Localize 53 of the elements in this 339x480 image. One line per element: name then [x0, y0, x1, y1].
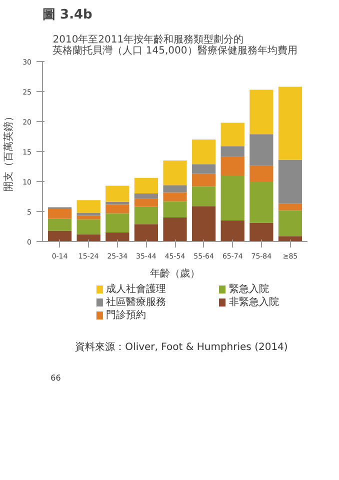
bar — [192, 140, 216, 164]
bar — [250, 182, 274, 223]
bar — [134, 198, 158, 207]
bar — [76, 200, 100, 213]
bar — [192, 164, 216, 174]
bar — [250, 90, 274, 134]
bar — [220, 220, 244, 242]
x-axis-title: 年齡（歲） — [150, 268, 200, 280]
bar — [278, 210, 302, 236]
bar — [220, 146, 244, 157]
bar — [106, 186, 130, 202]
chart-title: 2010年至2011年按年齡和服務類型劃分的英格蘭托貝灣（人口 145,000）醫療保健服務年均費用 — [52, 34, 298, 56]
source-note: 資料來源：Oliver, Foot & Humphries (2014) — [75, 341, 288, 353]
bar — [192, 174, 216, 186]
bar — [250, 134, 274, 166]
bar — [192, 206, 216, 242]
chart-subtitle: 圖 3.4b — [42, 8, 92, 22]
text: 66 — [50, 374, 61, 382]
legend-label: 門診預約 — [106, 309, 146, 321]
bar — [163, 201, 187, 218]
bar — [134, 224, 158, 242]
bar — [220, 156, 244, 176]
legend-label: 非緊急入院 — [228, 296, 279, 308]
legend-label: 成人社會護理 — [106, 283, 166, 295]
y-axis-title: 開支（百萬英鎊） — [2, 112, 15, 192]
legend-label: 緊急入院 — [228, 283, 269, 295]
bar — [48, 230, 72, 242]
bar — [106, 202, 130, 204]
bar — [134, 194, 158, 199]
bar — [278, 236, 302, 242]
bar — [76, 216, 100, 220]
bar — [220, 176, 244, 220]
bar — [48, 208, 72, 219]
bar — [163, 160, 187, 186]
bar — [76, 219, 100, 234]
bar — [106, 204, 130, 214]
bar — [106, 213, 130, 232]
bar — [220, 122, 244, 146]
bar — [192, 186, 216, 206]
bar — [134, 206, 158, 224]
bar — [106, 232, 130, 242]
bar — [163, 192, 187, 202]
bar — [250, 222, 274, 242]
legend-label: 社區醫療服務 — [106, 296, 166, 308]
bar — [278, 86, 302, 160]
bar — [48, 218, 72, 231]
bar — [278, 204, 302, 210]
bar — [163, 185, 187, 192]
bar — [134, 178, 158, 194]
bar — [278, 160, 302, 204]
bar — [76, 212, 100, 216]
bar — [163, 218, 187, 242]
bar — [250, 166, 274, 182]
